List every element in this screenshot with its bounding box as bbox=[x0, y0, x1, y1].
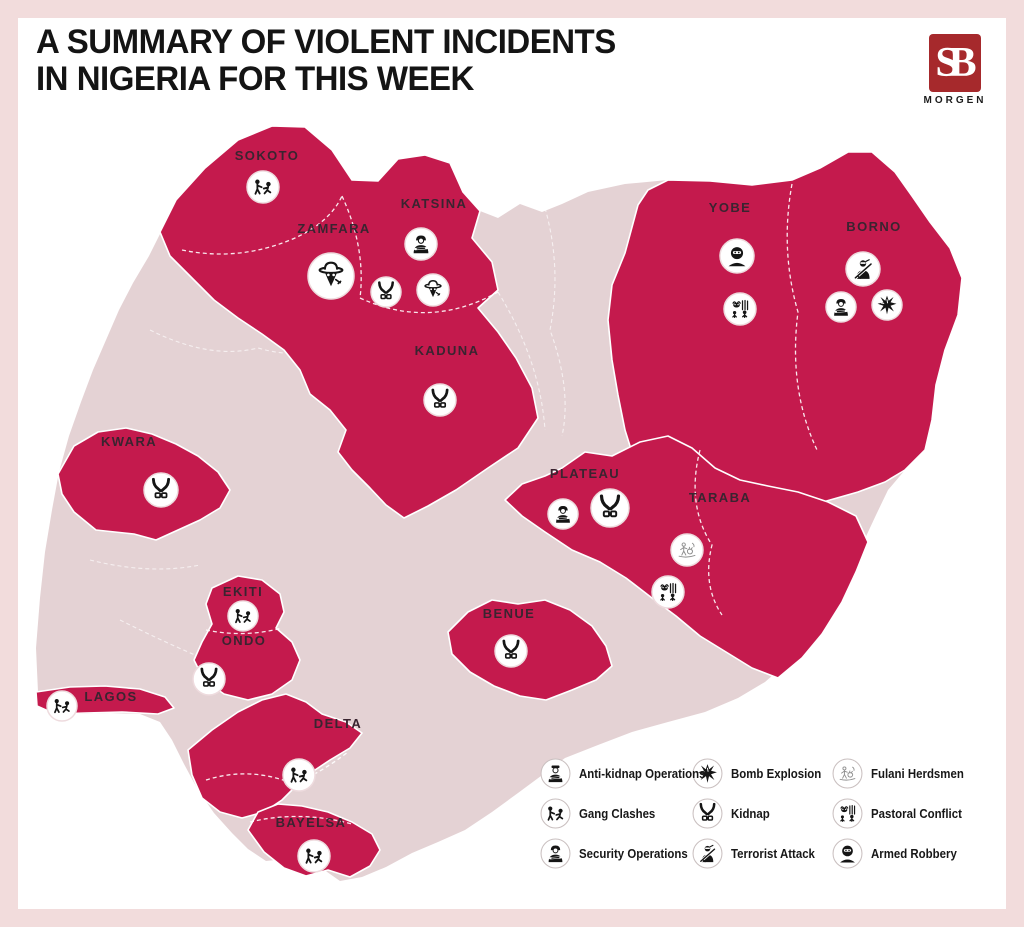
sbm-monogram: SB bbox=[929, 34, 981, 92]
legend-item-security-operations: Security Operations bbox=[540, 838, 692, 869]
state-delta bbox=[187, 693, 363, 819]
marker-armed-robbery bbox=[719, 238, 755, 274]
marker-kidnap bbox=[192, 662, 226, 696]
security-operations-icon bbox=[540, 838, 571, 868]
state-label-lagos: LAGOS bbox=[84, 689, 137, 704]
legend-label: Kidnap bbox=[731, 805, 770, 821]
state-benue bbox=[447, 599, 613, 701]
marker-security-operations bbox=[404, 227, 438, 261]
legend-item-gang-clashes: Gang Clashes bbox=[540, 798, 692, 829]
anti-kidnap-operations-icon bbox=[540, 758, 571, 788]
marker-kidnap bbox=[423, 383, 457, 417]
fulani-herdsmen-icon bbox=[832, 758, 863, 788]
marker-bandit bbox=[307, 252, 355, 300]
marker-bandit bbox=[416, 273, 450, 307]
legend-item-anti-kidnap-operations: Anti-kidnap Operations bbox=[540, 758, 705, 789]
state-label-ekiti: EKITI bbox=[223, 584, 263, 599]
marker-gang-clashes bbox=[227, 600, 259, 632]
marker-pastoral-conflict bbox=[723, 292, 757, 326]
incident-markers bbox=[46, 170, 903, 873]
marker-kidnap bbox=[494, 634, 528, 668]
legend-label: Armed Robbery bbox=[871, 845, 957, 861]
page-title: A SUMMARY OF VIOLENT INCIDENTS IN NIGERI… bbox=[36, 24, 616, 97]
state-kwara bbox=[57, 427, 231, 541]
kidnap-icon bbox=[692, 798, 723, 828]
state-label-katsina: KATSINA bbox=[401, 196, 468, 211]
pastoral-conflict-icon bbox=[832, 798, 863, 828]
state-label-taraba: TARABA bbox=[689, 490, 751, 505]
legend-label: Anti-kidnap Operations bbox=[579, 765, 706, 781]
state-label-borno: BORNO bbox=[846, 219, 901, 234]
state-labels: SOKOTO ZAMFARA KATSINA KADUNA YOBE BORNO KWARA… bbox=[84, 148, 901, 830]
legend-label: Gang Clashes bbox=[579, 805, 656, 821]
state-cluster-northwest bbox=[159, 125, 539, 519]
state-label-ondo: ONDO bbox=[222, 633, 267, 648]
marker-fulani-herdsmen bbox=[670, 533, 704, 567]
legend-item-bomb-explosion: Bomb Explosion bbox=[692, 758, 832, 789]
state-label-sokoto: SOKOTO bbox=[235, 148, 300, 163]
state-label-benue: BENUE bbox=[483, 606, 536, 621]
marker-security-operations bbox=[547, 498, 579, 530]
marker-pastoral-conflict bbox=[651, 575, 685, 609]
gang-clashes-icon bbox=[540, 798, 571, 828]
legend-label: Pastoral Conflict bbox=[871, 805, 962, 821]
marker-gang-clashes bbox=[297, 839, 331, 873]
state-label-bayelsa: BAYELSA bbox=[276, 815, 347, 830]
state-label-plateau: PLATEAU bbox=[550, 466, 620, 481]
state-label-zamfara: ZAMFARA bbox=[297, 221, 370, 236]
legend-label: Security Operations bbox=[579, 845, 688, 861]
legend-item-pastoral-conflict: Pastoral Conflict bbox=[832, 798, 982, 829]
sbm-logo: SB MORGEN bbox=[922, 34, 988, 106]
legend-item-terrorist-attack: Terrorist Attack bbox=[692, 838, 832, 869]
title-line-1: A SUMMARY OF VIOLENT INCIDENTS bbox=[36, 23, 616, 61]
marker-gang-clashes bbox=[46, 690, 78, 722]
bomb-explosion-icon bbox=[692, 758, 723, 788]
sbm-wordmark: MORGEN bbox=[923, 95, 987, 106]
marker-kidnap bbox=[590, 488, 630, 528]
state-label-kwara: KWARA bbox=[101, 434, 157, 449]
marker-terrorist-attack bbox=[845, 251, 881, 287]
title-line-2: IN NIGERIA FOR THIS WEEK bbox=[36, 59, 474, 98]
marker-gang-clashes bbox=[246, 170, 280, 204]
marker-bomb-explosion bbox=[871, 289, 903, 321]
marker-kidnap bbox=[143, 472, 179, 508]
armed-robbery-icon bbox=[832, 838, 863, 868]
legend-item-fulani-herdsmen: Fulani Herdsmen bbox=[832, 758, 982, 789]
terrorist-attack-icon bbox=[692, 838, 723, 868]
marker-gang-clashes bbox=[282, 758, 316, 792]
legend-label: Fulani Herdsmen bbox=[871, 765, 964, 781]
legend-label: Terrorist Attack bbox=[731, 845, 815, 861]
highlighted-state-borders bbox=[181, 183, 819, 825]
legend: Anti-kidnap Operations Gang Clashes Securi… bbox=[540, 753, 982, 873]
state-label-delta: DELTA bbox=[314, 716, 362, 731]
marker-security-operations bbox=[825, 291, 857, 323]
state-label-kaduna: KADUNA bbox=[415, 343, 480, 358]
marker-kidnap bbox=[370, 276, 402, 308]
legend-item-armed-robbery: Armed Robbery bbox=[832, 838, 982, 869]
legend-item-kidnap: Kidnap bbox=[692, 798, 832, 829]
legend-label: Bomb Explosion bbox=[731, 765, 822, 781]
state-label-yobe: YOBE bbox=[709, 200, 751, 215]
